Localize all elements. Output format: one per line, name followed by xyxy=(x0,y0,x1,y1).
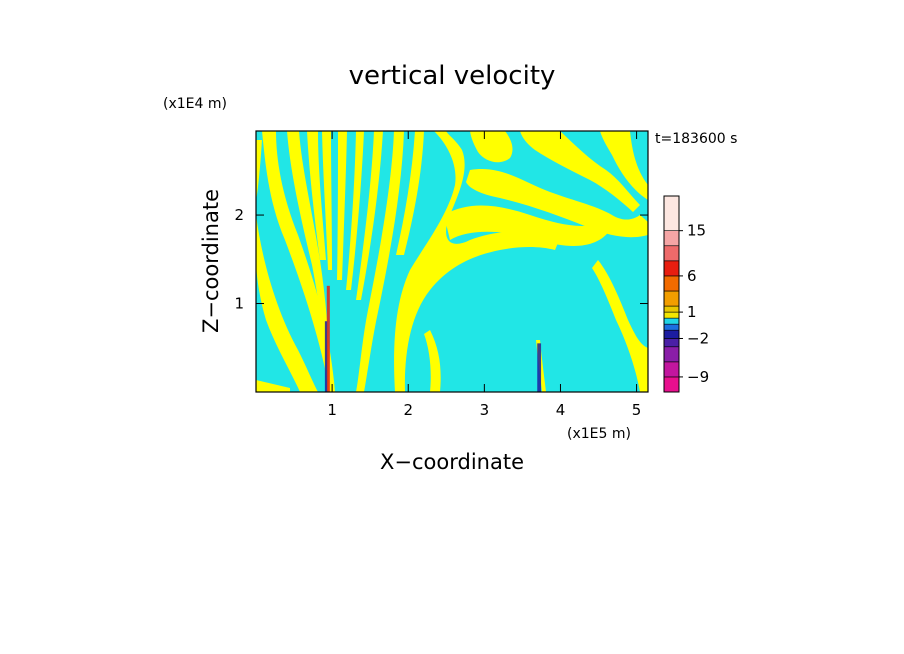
band-left-edge xyxy=(256,140,262,200)
colorbar-segment xyxy=(663,245,680,262)
plot-frame xyxy=(255,130,649,393)
band-fan-4 xyxy=(322,131,332,270)
colorbar-segment xyxy=(663,346,680,363)
positive-velocity-bands xyxy=(256,131,648,392)
colorbar-segment xyxy=(663,230,680,247)
band-fan-5 xyxy=(337,131,347,280)
band-fan-2 xyxy=(287,131,330,392)
x-tick-label: 2 xyxy=(403,401,413,419)
y-tick-label: 2 xyxy=(234,206,244,224)
colorbar-segment xyxy=(663,290,680,307)
x-axis-ticks: 1 2 3 4 5 xyxy=(327,131,641,419)
contour-field xyxy=(256,131,648,392)
colorbar-label: 1 xyxy=(687,303,697,321)
y-axis-ticks: 12 xyxy=(234,206,648,313)
colorbar: 15 6 1 −2 −9 xyxy=(663,195,709,393)
band-left-low xyxy=(256,215,318,392)
band-bottom-left xyxy=(256,380,290,392)
x-tick-label: 5 xyxy=(632,401,642,419)
colorbar-segment xyxy=(663,323,680,331)
colorbar-label: 6 xyxy=(687,267,697,285)
colorbar-segment xyxy=(663,329,680,339)
band-corner xyxy=(600,131,648,200)
colorbar-frame xyxy=(663,195,680,393)
time-label: t=183600 s xyxy=(655,131,737,147)
colorbar-segment xyxy=(663,260,680,277)
x-multiplier: (x1E5 m) xyxy=(567,426,631,442)
colorbar-label: −2 xyxy=(687,329,709,347)
band-fan-3 xyxy=(307,131,326,260)
y-multiplier: (x1E4 m) xyxy=(163,96,227,112)
band-mid-wide xyxy=(394,131,560,392)
y-tick-label: 1 xyxy=(234,295,244,313)
band-upper-right xyxy=(520,131,640,212)
colorbar-label: 15 xyxy=(687,222,706,240)
x-axis-label: X−coordinate xyxy=(380,450,524,474)
velocity-streak xyxy=(326,285,330,392)
band-low-streak xyxy=(424,330,441,392)
band-fan-8 xyxy=(356,131,404,392)
colorbar-segment xyxy=(663,376,680,393)
y-axis-label: Z−coordinate xyxy=(199,189,223,333)
band-upper-arc xyxy=(466,169,648,238)
velocity-extremes xyxy=(324,285,542,392)
velocity-streak xyxy=(324,321,328,392)
x-tick-label: 1 xyxy=(327,401,337,419)
band-fan-1 xyxy=(262,131,335,392)
velocity-streak xyxy=(537,343,542,392)
colorbar-segment xyxy=(663,305,680,313)
colorbar-label: −9 xyxy=(687,368,709,386)
band-fan-6 xyxy=(346,131,364,290)
band-fan-7 xyxy=(356,131,383,300)
colorbar-segment xyxy=(663,275,680,292)
colorbar-segment xyxy=(663,338,680,348)
colorbar-segment xyxy=(663,317,680,325)
colorbar-segment xyxy=(663,361,680,378)
band-fan-9 xyxy=(396,131,424,255)
colorbar-segment xyxy=(663,311,680,319)
band-mid-arc xyxy=(444,205,610,246)
band-top-blob xyxy=(470,131,513,163)
x-tick-label: 4 xyxy=(556,401,566,419)
band-right-low xyxy=(592,260,648,392)
chart-title: vertical velocity xyxy=(349,61,556,91)
colorbar-segment xyxy=(663,195,680,231)
x-tick-label: 3 xyxy=(480,401,490,419)
